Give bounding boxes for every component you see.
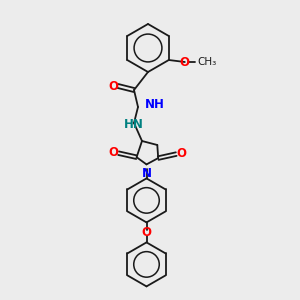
Text: O: O [176,147,186,160]
Text: HN: HN [124,118,144,130]
Text: CH₃: CH₃ [198,57,217,67]
Text: O: O [142,226,152,239]
Text: N: N [142,167,152,180]
Text: NH: NH [145,98,165,112]
Text: O: O [180,56,190,68]
Text: O: O [108,80,118,92]
Text: O: O [109,146,118,159]
